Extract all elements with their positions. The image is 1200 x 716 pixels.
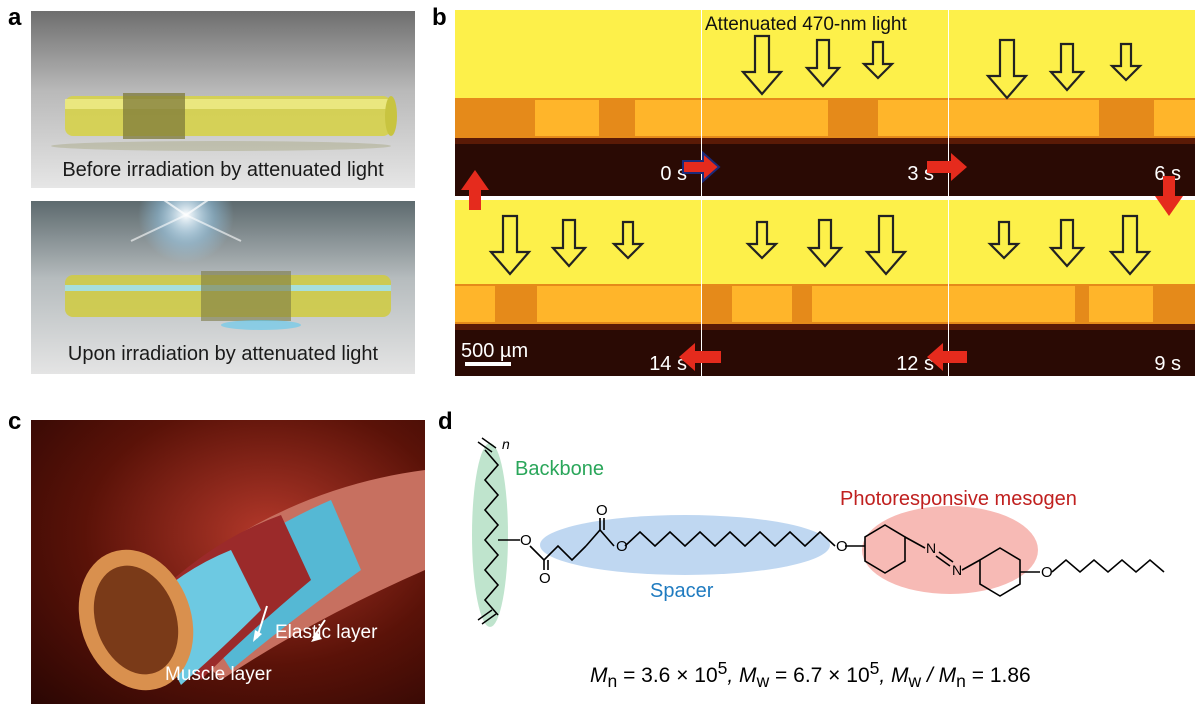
elastic-layer-label: Elastic layer [275, 622, 378, 643]
mesogen-label: Photoresponsive mesogen [840, 488, 1077, 510]
light-arrow [740, 34, 784, 96]
panel-c-vessel-illustration: Elastic layer Muscle layer [31, 420, 425, 704]
atom-o-ether2: O [1041, 564, 1053, 581]
repeat-unit-n: n [502, 436, 510, 452]
sequence-arrow-right [927, 153, 967, 181]
frame-0s: 0 s [455, 10, 701, 196]
sequence-arrow-left [679, 343, 721, 371]
spacer-label: Spacer [650, 580, 714, 602]
light-arrow [550, 218, 588, 268]
formula-mw-value: = 6.7 × 10 [769, 664, 870, 687]
polymer-structure-svg [472, 437, 1165, 627]
light-arrow [488, 214, 532, 276]
caption-upon-irradiation: Upon irradiation by attenuated light [67, 343, 379, 365]
panel-d-chemical-structure: n O O O O O N N O Backbone Spacer Photor… [460, 430, 1190, 700]
muscle-layer-label: Muscle layer [165, 664, 272, 685]
formula-mn-symbol: M [590, 664, 608, 687]
panel-label-b: b [432, 4, 447, 31]
sequence-arrow-down [1155, 176, 1183, 216]
formula-mn-sub: n [607, 671, 618, 692]
panel-label-c: c [8, 408, 22, 435]
atom-o-carbonyl2: O [596, 502, 608, 519]
formula-ratio-mw: , M [879, 664, 909, 687]
atom-n2: N [952, 562, 963, 578]
formula-mw-sub: w [756, 671, 770, 692]
formula-ratio-mn: / M [921, 664, 957, 687]
backbone-label: Backbone [515, 458, 604, 480]
light-arrow [987, 220, 1021, 260]
scale-bar-label: 500 µm [461, 340, 529, 362]
atom-n1: N [926, 540, 937, 556]
light-label: Attenuated 470-nm light [705, 14, 907, 35]
light-arrow [1048, 218, 1086, 268]
panel-a-image-before: Before irradiation by attenuated light [31, 11, 415, 188]
panel-label-d: d [438, 408, 453, 435]
light-arrow [1048, 42, 1086, 92]
formula-mn-value: = 3.6 × 10 [617, 664, 718, 687]
timestamp-0s: 0 s [660, 163, 687, 185]
atom-o-carbonyl1: O [539, 570, 551, 587]
light-arrow [804, 38, 842, 88]
frame-9s: 9 s [949, 200, 1195, 386]
atom-o-ester2: O [616, 538, 628, 555]
sequence-arrow-up [461, 170, 489, 210]
timestamp-14s: 14 s [649, 353, 687, 375]
atom-o-ester1: O [520, 532, 532, 549]
caption-before-irradiation: Before irradiation by attenuated light [62, 159, 384, 181]
light-arrow [745, 220, 779, 260]
formula-ratio-mn-sub: n [956, 671, 966, 692]
mesogen-highlight [862, 506, 1038, 594]
formula-ratio-value: = 1.86 [965, 664, 1031, 687]
panel-a-image-upon: Upon irradiation by attenuated light [31, 201, 415, 374]
light-arrow [861, 40, 895, 80]
molecular-weight-formula: Mn = 3.6 × 105, Mw = 6.7 × 105, Mw / Mn … [590, 658, 1031, 692]
panel-label-a: a [8, 4, 22, 31]
formula-mn-exp: 5 [717, 658, 728, 678]
light-arrow [985, 38, 1029, 100]
light-arrows [461, 34, 1183, 371]
formula-mw-symbol: , M [727, 664, 757, 687]
light-arrow [864, 214, 908, 276]
panel-b-image-sequence: 0 s 3 s 6 s [455, 10, 1195, 376]
formula-ratio-mw-sub: w [908, 671, 922, 692]
light-arrow [1109, 42, 1143, 82]
light-arrow [806, 218, 844, 268]
atom-o-ether1: O [836, 538, 848, 555]
glass-tube-upon [65, 201, 391, 330]
timestamp-9s: 9 s [1154, 353, 1181, 375]
formula-mw-exp: 5 [869, 658, 880, 678]
glass-tube-before [51, 93, 397, 151]
light-arrow [1108, 214, 1152, 276]
sequence-arrow-right [682, 150, 721, 184]
frame-14s: 500 µm 14 s [455, 200, 701, 386]
sequence-arrow-left [927, 343, 967, 371]
frame-6s: 6 s [949, 10, 1195, 196]
light-arrow [611, 220, 645, 260]
frame-12s: 12 s [702, 200, 948, 386]
timestamp-12s: 12 s [896, 353, 934, 375]
frame-3s: 3 s [702, 10, 948, 196]
